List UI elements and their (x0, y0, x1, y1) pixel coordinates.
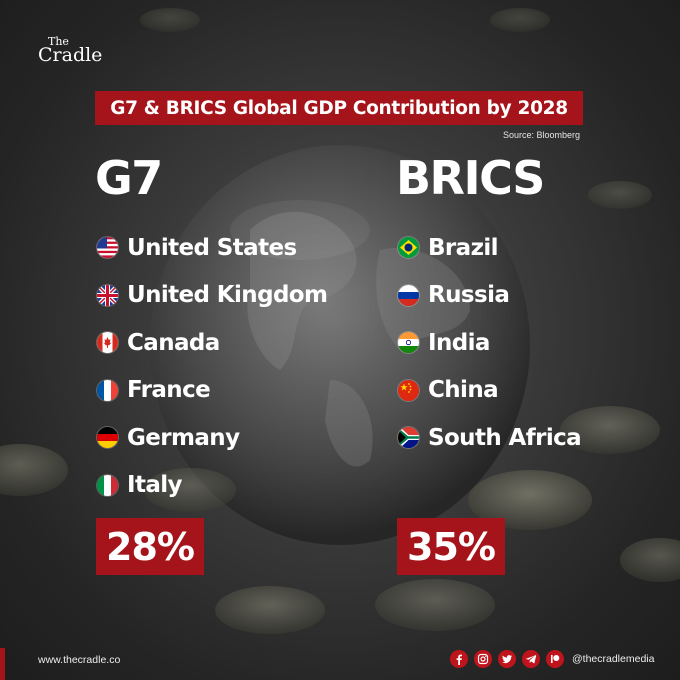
germany-flag-icon (97, 427, 118, 449)
country-name: India (428, 329, 490, 356)
patreon-icon[interactable] (546, 650, 564, 668)
brics-percent: 35% (397, 518, 505, 575)
source-credit: Source: Bloomberg (502, 130, 580, 140)
country-name: Russia (428, 282, 510, 309)
list-item: South Africa (398, 414, 582, 462)
list-item: India (398, 319, 581, 367)
south-africa-flag-icon (398, 427, 419, 449)
us-flag-icon (97, 237, 118, 259)
list-item: Germany (97, 414, 327, 462)
page-title: G7 & BRICS Global GDP Contribution by 20… (110, 97, 568, 119)
logo-cradle-text: Cradle (38, 44, 103, 66)
g7-country-list: United States United Kingdom (97, 224, 328, 510)
canada-flag-icon (97, 332, 118, 354)
social-handle[interactable]: @thecradlemedia (572, 653, 655, 665)
country-name: Canada (127, 329, 220, 356)
list-item: Brazil (398, 224, 581, 272)
india-flag-icon (398, 332, 419, 354)
corner-accent (0, 648, 5, 680)
country-name: France (127, 377, 211, 404)
list-item: Russia (398, 272, 581, 320)
title-banner: G7 & BRICS Global GDP Contribution by 20… (95, 91, 583, 125)
telegram-icon[interactable] (522, 650, 540, 668)
country-name: United Kingdom (127, 282, 328, 309)
g7-percent: 28% (96, 518, 204, 575)
brics-country-list: Brazil Russia India (398, 224, 582, 462)
list-item: China (398, 367, 581, 415)
france-flag-icon (97, 379, 118, 401)
social-links: @thecradlemedia (450, 650, 654, 668)
brazil-flag-icon (398, 237, 419, 259)
g7-heading: G7 (95, 151, 163, 205)
the-cradle-logo: The Cradle (38, 36, 102, 65)
russia-flag-icon (398, 284, 419, 306)
brics-heading: BRICS (396, 151, 545, 205)
logo-the-text: The (48, 35, 69, 48)
list-item: United Kingdom (97, 272, 328, 320)
uk-flag-icon (97, 284, 118, 306)
italy-flag-icon (97, 474, 118, 496)
website-link[interactable]: www.thecradle.co (38, 654, 121, 666)
country-name: United States (127, 234, 297, 261)
china-flag-icon (398, 379, 419, 401)
facebook-icon[interactable] (450, 650, 468, 668)
country-name: Italy (127, 472, 183, 499)
list-item: United States (97, 224, 327, 272)
instagram-icon[interactable] (474, 650, 492, 668)
country-name: Germany (127, 424, 240, 451)
list-item: France (97, 367, 327, 415)
list-item: Canada (97, 319, 327, 367)
country-name: South Africa (428, 424, 582, 451)
list-item: Italy (97, 462, 327, 510)
country-name: China (428, 377, 499, 404)
country-name: Brazil (428, 234, 499, 261)
twitter-icon[interactable] (498, 650, 516, 668)
